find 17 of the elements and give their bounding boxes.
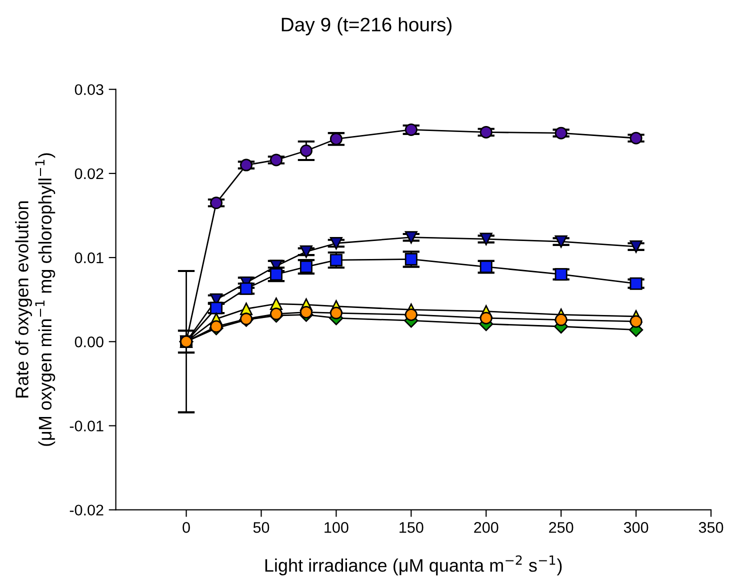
x-tick-label: 200 — [474, 522, 498, 533]
x-tick-label: 150 — [400, 522, 424, 533]
y-axis-title: Rate of oxygen evolution (μM oxygen min$^{−1}$ mg chlorophyll$^{−1}$) — [15, 153, 56, 446]
x-tick-label: 300 — [624, 522, 648, 533]
y-tick-label: -0.02 — [70, 504, 104, 516]
y-tick-label: 0.02 — [74, 168, 104, 180]
y-tick-label: 0.01 — [74, 252, 104, 264]
chart-title: Day 9 (t=216 hours) — [282, 17, 452, 36]
x-tick-label: 100 — [324, 522, 348, 533]
y-tick-label: 0.03 — [74, 84, 104, 96]
y-tick-label: 0.00 — [74, 336, 104, 348]
x-tick-label: 250 — [549, 522, 574, 533]
x-tick-label: 0 — [182, 522, 190, 533]
y-tick-label: -0.01 — [70, 420, 104, 432]
x-tick-label: 50 — [253, 522, 270, 533]
x-tick-label: 350 — [698, 522, 724, 533]
x-axis-title: Light irradiance (μM quanta m$^{−2}$ s$^{−1}$) — [265, 555, 562, 576]
